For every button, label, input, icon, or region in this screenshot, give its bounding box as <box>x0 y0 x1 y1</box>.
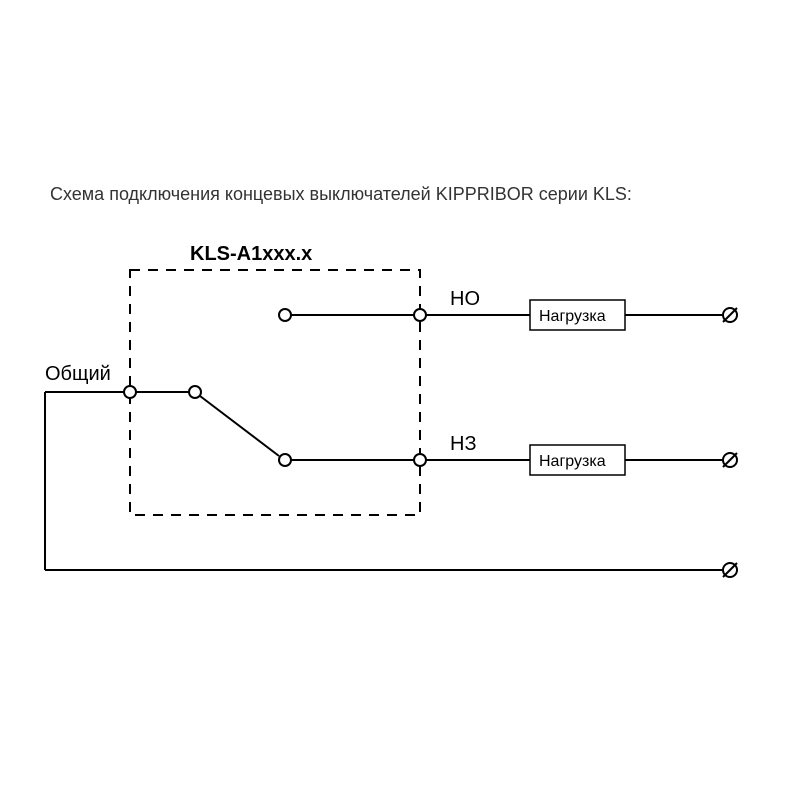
model-label: KLS-A1xxx.x <box>190 243 312 265</box>
diagram-title: Схема подключения концевых выключателей … <box>50 184 632 204</box>
terminal-common <box>124 386 136 398</box>
wire-switch-arm <box>200 396 279 456</box>
label-nc: НЗ <box>450 433 477 455</box>
wiring-diagram: Схема подключения концевых выключателей … <box>0 0 800 800</box>
terminal-no-out <box>414 309 426 321</box>
terminal-end-no <box>723 308 737 322</box>
terminal-end-common <box>723 563 737 577</box>
label-common: Общий <box>45 363 111 385</box>
terminal-nc-out <box>414 454 426 466</box>
load-label-no: Нагрузка <box>539 308 606 325</box>
terminal-nc-in <box>279 454 291 466</box>
terminal-pivot <box>189 386 201 398</box>
label-no: НО <box>450 288 480 310</box>
terminal-end-nc <box>723 453 737 467</box>
terminal-no-in <box>279 309 291 321</box>
load-label-nc: Нагрузка <box>539 453 606 470</box>
